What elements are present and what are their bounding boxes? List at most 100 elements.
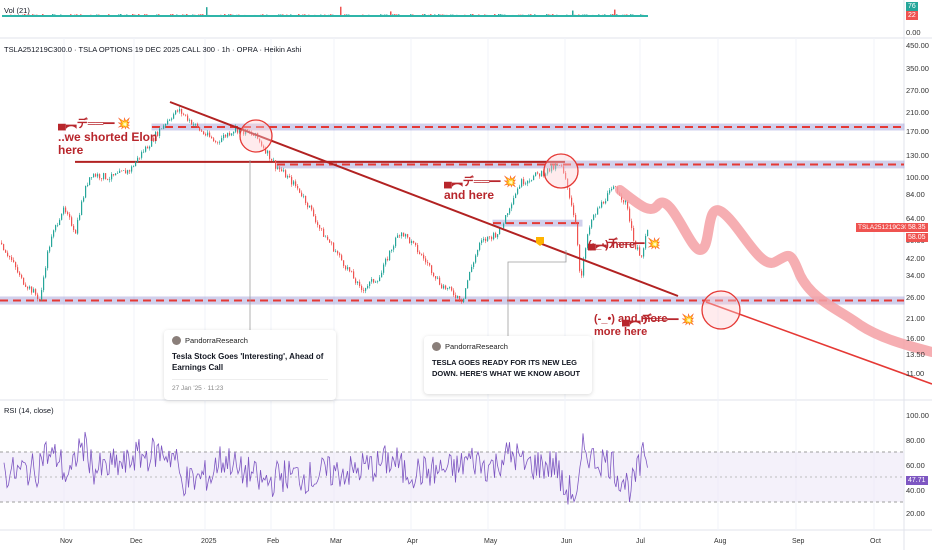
candle <box>203 131 205 135</box>
candle <box>159 128 161 136</box>
candle <box>111 174 113 180</box>
candle <box>45 268 47 278</box>
candle <box>479 242 481 250</box>
volume-baseline <box>2 15 648 17</box>
candle <box>5 250 7 253</box>
price-tick: 100.00 <box>906 173 929 182</box>
annotation-here-text: (·_·) here <box>588 239 636 251</box>
candle <box>185 114 187 116</box>
x-tick: Aug <box>714 538 727 545</box>
candle <box>149 146 151 149</box>
candle <box>183 113 185 115</box>
candle <box>261 141 263 146</box>
candle <box>613 186 615 189</box>
volume-badge-down: 22 <box>906 11 918 20</box>
news-card-1[interactable]: PandorraResearch Tesla Stock Goes 'Inter… <box>164 330 336 400</box>
candle <box>561 165 563 167</box>
candle <box>607 193 609 202</box>
candle <box>199 126 201 131</box>
candle <box>375 281 377 283</box>
candle <box>595 214 597 216</box>
price-tick: 16.00 <box>906 334 925 343</box>
x-tick: Oct <box>870 538 881 545</box>
candle <box>341 255 343 261</box>
candle <box>533 175 535 181</box>
candle <box>525 183 527 185</box>
candle <box>435 276 437 279</box>
candle <box>49 246 51 252</box>
candle <box>67 212 69 215</box>
candle <box>475 255 477 263</box>
candle <box>23 277 25 285</box>
candle <box>31 286 33 293</box>
current-price-label: 58.35 <box>906 223 928 232</box>
candle <box>215 140 217 142</box>
candle <box>29 286 31 289</box>
candle <box>323 228 325 237</box>
candle <box>361 285 363 290</box>
candle <box>363 289 365 291</box>
candle <box>601 202 603 208</box>
news-connector-2 <box>507 250 567 336</box>
candle <box>41 290 43 300</box>
candle <box>537 172 539 174</box>
candle <box>91 177 93 178</box>
candle <box>399 235 401 237</box>
candle <box>73 225 75 230</box>
candle <box>605 201 607 204</box>
candle <box>441 284 443 289</box>
candle <box>437 277 439 279</box>
candle <box>259 138 261 142</box>
candle <box>181 108 183 114</box>
candle <box>327 236 329 240</box>
candle <box>405 234 407 237</box>
candle <box>563 166 565 173</box>
candle <box>125 170 127 174</box>
candle <box>139 157 141 159</box>
candle <box>303 195 305 197</box>
price-tick: 130.00 <box>906 151 929 160</box>
candle <box>385 258 387 265</box>
candle <box>299 188 301 193</box>
candle <box>333 242 335 252</box>
candle <box>129 170 131 172</box>
candle <box>13 260 15 263</box>
candle <box>119 170 121 174</box>
candle <box>235 126 237 132</box>
candle <box>211 136 213 139</box>
rsi-tick: 60.00 <box>906 461 925 470</box>
candle <box>101 178 103 179</box>
annotation-text: ..we shorted Elon here <box>58 130 158 157</box>
candle <box>339 253 341 256</box>
candle <box>511 204 513 209</box>
projection-trend-line <box>705 301 932 385</box>
news-card-2[interactable]: PandorraResearch TESLA GOES READY FOR IT… <box>424 336 592 394</box>
candle <box>143 151 145 153</box>
candle <box>53 230 55 237</box>
candle <box>577 223 579 245</box>
price-tick: 26.00 <box>906 293 925 302</box>
candle <box>237 126 239 133</box>
candle <box>503 223 505 228</box>
candle <box>121 170 123 172</box>
price-tick: 170.00 <box>906 127 929 136</box>
candle <box>369 281 371 286</box>
candle <box>145 146 147 152</box>
candle <box>497 234 499 238</box>
candle <box>627 200 629 209</box>
candle <box>319 224 321 229</box>
candle <box>93 174 95 178</box>
candle <box>195 123 197 125</box>
candle <box>21 275 23 278</box>
candle <box>457 296 459 298</box>
candle <box>637 247 639 250</box>
candle <box>425 258 427 263</box>
candle <box>61 213 63 220</box>
candle <box>469 271 471 281</box>
candle <box>483 238 485 241</box>
x-tick: Sep <box>792 538 805 545</box>
rsi-series <box>3 431 648 505</box>
candle <box>161 128 163 130</box>
candle <box>325 236 327 238</box>
candle <box>401 232 403 237</box>
